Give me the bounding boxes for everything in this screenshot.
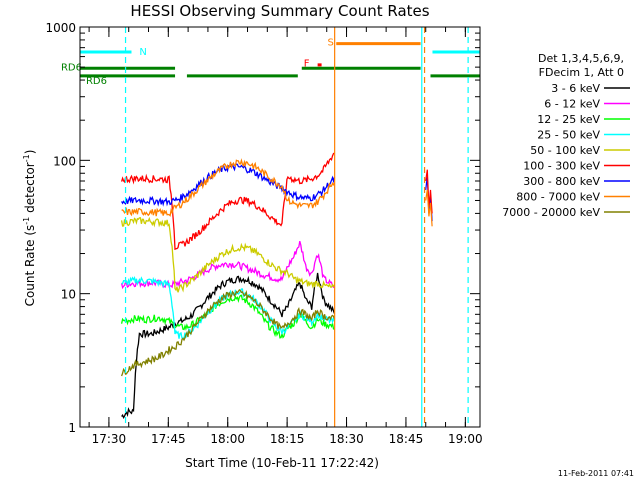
flag-label: S [328, 37, 334, 48]
series-line [120, 216, 336, 293]
y-axis-label-exp2: -1 [22, 154, 31, 162]
y-axis-label-end: ) [23, 150, 37, 155]
footer-timestamp: 11-Feb-2011 07:41 [558, 469, 634, 478]
legend-label: 12 - 25 keV [537, 113, 600, 126]
x-tick-label: 19:00 [448, 432, 483, 446]
x-tick-label: 17:45 [151, 432, 186, 446]
legend-label: 800 - 7000 keV [516, 191, 600, 204]
y-tick-label: 1 [68, 421, 76, 435]
x-tick-label: 17:30 [92, 432, 127, 446]
x-axis-ticks: 17:30 17:45 18:00 18:15 18:30 18:45 19:00 [88, 27, 483, 446]
plot-frame [79, 26, 481, 428]
vertical-markers [124, 27, 469, 427]
legend-items: 3 - 6 keV 6 - 12 keV 12 - 25 keV 25 - 50 ke… [502, 82, 630, 219]
legend-label: 6 - 12 keV [544, 98, 600, 111]
series-line [120, 294, 335, 339]
legend-label: 300 - 800 keV [523, 175, 600, 188]
plot-area: N S RD6 RD6 F 1 10 100 1000 17:30 17:45 18:00 18:1… [45, 21, 482, 446]
legend-header-line-2: FDecim 1, Att 0 [539, 66, 624, 79]
chart-title: HESSI Observing Summary Count Rates [130, 2, 429, 20]
flag-label: N [139, 47, 146, 58]
flag-lines: N S RD6 RD6 F [61, 37, 480, 87]
series-line [121, 158, 336, 217]
series-lines [120, 152, 433, 420]
series-line [120, 289, 336, 377]
x-tick-label: 18:15 [270, 432, 305, 446]
legend-header-line-1: Det 1,3,4,5,6,9, [538, 52, 624, 65]
y-axis-label-mid: detector [23, 162, 37, 217]
y-axis-ticks: 1 10 100 1000 [45, 21, 480, 435]
y-tick-label: 100 [53, 154, 76, 168]
legend-label: 50 - 100 keV [530, 144, 600, 157]
legend-label: 7000 - 20000 keV [502, 206, 600, 219]
y-axis-label: Count Rate (s-1 detector-1) [22, 150, 37, 307]
x-tick-label: 18:00 [210, 432, 245, 446]
series-line [121, 272, 336, 420]
y-axis-label-main: Count Rate (s [23, 225, 37, 307]
y-tick-label: 1000 [45, 21, 76, 35]
series-line [120, 152, 335, 251]
flag-label: F [304, 59, 310, 70]
flag-label: RD6 [61, 63, 82, 74]
legend-label: 3 - 6 keV [551, 82, 600, 95]
legend-label: 25 - 50 keV [537, 129, 600, 142]
series-line [120, 240, 336, 290]
x-axis-label: Start Time (10-Feb-11 17:22:42) [185, 456, 379, 470]
legend: Det 1,3,4,5,6,9, FDecim 1, Att 0 3 - 6 k… [502, 52, 630, 219]
y-axis-label-exp1: -1 [22, 217, 31, 225]
flag-label: RD6 [86, 76, 107, 87]
y-tick-label: 10 [61, 288, 76, 302]
x-tick-label: 18:30 [329, 432, 364, 446]
x-tick-label: 18:45 [389, 432, 424, 446]
series-fragment [425, 189, 433, 227]
series-line [121, 163, 336, 207]
legend-label: 100 - 300 keV [523, 160, 600, 173]
